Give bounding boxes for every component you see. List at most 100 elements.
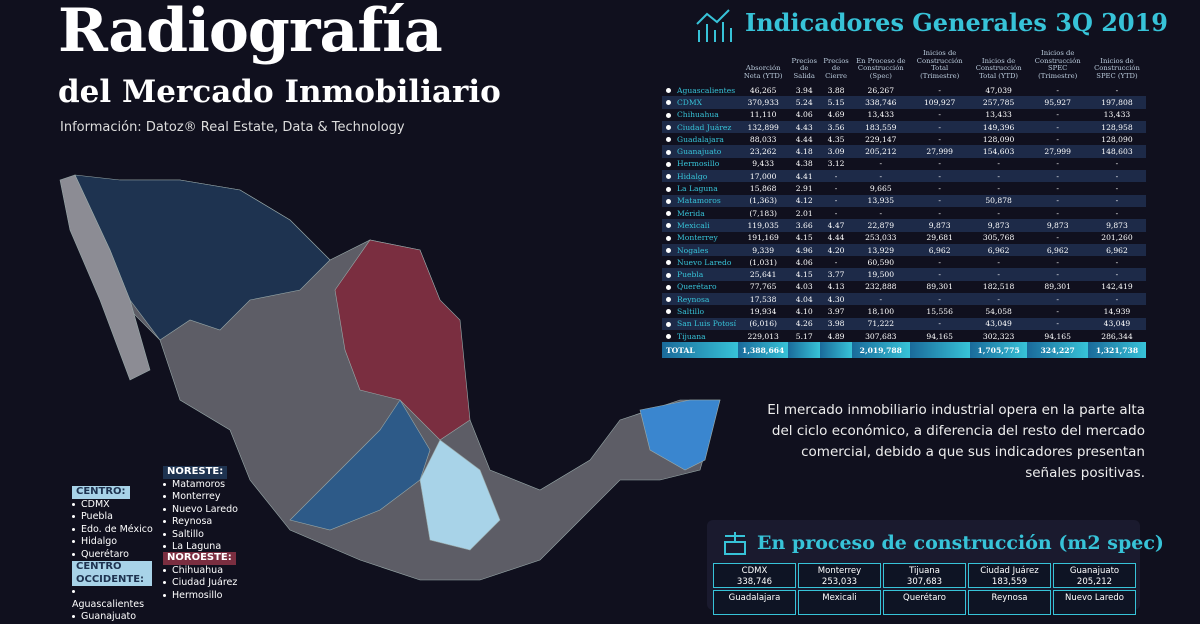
legend-text: Nuevo Laredo [172,503,238,515]
cell: 4.18 [788,145,821,158]
cell: - [1027,133,1088,145]
cell: - [1088,182,1146,194]
city-cell: La Laguna [662,182,738,194]
cell: 18,100 [852,305,910,317]
cell: - [1088,84,1146,96]
bullet [163,568,166,572]
cell: 4.47 [820,219,853,232]
bullet [666,137,671,143]
table-row: Nuevo Laredo (1,031) 4.06 - 60,590 - - - - [662,256,1146,268]
cell: - [1027,268,1088,281]
cell-text: 183,559 [865,122,897,132]
table-row: Puebla 25,641 4.15 3.77 19,500 - - - - [662,268,1146,281]
cell-text: 128,090 [982,134,1015,144]
city-cell: Matamoros [662,194,739,207]
bullet [72,615,75,618]
legend-heading: NOROESTE: [163,552,236,565]
column-header: Precios de Cierre [823,56,849,80]
cell-text: 1,321,738 [1095,345,1139,355]
cell: - [1027,305,1088,317]
cell-text: - [938,159,941,169]
legend-heading: CENTRO: [72,486,130,499]
cell-text: 3.98 [827,319,845,329]
cell-text: - [834,208,838,218]
cell: 13,935 [852,194,910,207]
title: Radiografía [58,0,443,66]
city-cell: Chihuahua [662,109,738,121]
cell-text: 23,262 [749,147,777,157]
cell: (7,183) [738,207,788,219]
cell-text: 4.12 [795,196,813,206]
card-city: CDMX [741,566,768,576]
cell-text: 148,603 [1101,147,1133,157]
table-row: Monterrey 191,169 4.15 4.44 253,033 29,681 305… [662,232,1146,244]
cell-text: - [1056,122,1059,132]
card: Nuevo Laredo [1053,590,1136,615]
cell-text: - [997,184,1000,194]
cell-text: Tijuana [677,331,706,341]
cell: - [1027,293,1088,306]
legend-text: Matamoros [172,478,226,490]
cell-text: TOTAL [666,345,695,355]
cell: 307,683 [852,330,910,342]
cell: 149,396 [969,120,1028,134]
card-city: Monterrey [817,566,862,576]
city-cell: Aguascalientes [662,84,738,96]
card: CDMX 338,746 [713,563,796,588]
bullet [666,272,671,278]
cell-text: Saltillo [677,306,705,316]
cell-text: - [938,184,941,194]
cell: - [909,268,970,281]
legend-item: Reynosa [163,516,238,529]
cell-text: 4.06 [795,110,813,120]
cell-text: 119,035 [747,220,779,230]
legend: CENTRO: CDMX Puebla Edo. de México Hidalgo Qu… [72,486,153,561]
cell-text: 253,033 [865,233,897,243]
cell-text: 4.89 [827,331,845,341]
cell-text: - [1056,159,1059,169]
cell: - [820,194,853,207]
cell: 3.77 [820,268,853,281]
cell-text: - [938,319,941,329]
cell-text: 29,681 [926,233,953,243]
bullet [666,260,671,266]
subtitle: del Mercado Inmobiliario [58,74,501,110]
cell-text: 149,396 [982,122,1015,132]
cell: 3.09 [820,145,853,158]
cell: 4.26 [788,317,821,330]
cell-text: 9,873 [1106,220,1128,230]
legend-text: Saltillo [172,528,204,540]
bullet [163,593,166,597]
cell-text: - [834,257,838,267]
cell: - [1087,293,1146,306]
cell-text: 2.91 [795,184,813,194]
bullet [666,125,671,131]
bullet [163,507,166,511]
cell-text: - [879,171,883,181]
cell-text: 6,962 [987,245,1010,255]
cell-text: - [997,294,1000,304]
cell-text: 128,090 [1101,134,1133,144]
cell: - [909,293,970,306]
cell-text: (1,363) [749,196,778,206]
cell-text: 94,165 [1044,331,1071,341]
bullet [666,284,671,290]
cell-text: 1,705,775 [977,345,1020,355]
cell: 119,035 [738,219,789,232]
card: Querétaro [883,590,966,615]
cell-text: - [1056,319,1059,329]
cell-text: 3.88 [827,85,845,95]
cell: 2.01 [788,207,820,219]
cell: 4.30 [820,293,853,306]
cell: 253,033 [852,232,910,244]
cell-text: 14,939 [1103,306,1131,316]
total-cell: 2,019,788 [852,342,910,359]
cell-text: 6,962 [1046,245,1069,255]
cell-text: 2,019,788 [859,345,902,355]
card: Guadalajara [713,590,796,615]
legend-text: Aguascalientes [72,598,145,610]
cell: 17,000 [738,170,789,183]
cell: 232,888 [852,281,910,293]
column-header: Inicios de Construcción Total (YTD) [975,56,1022,80]
cell: - [1027,182,1088,194]
